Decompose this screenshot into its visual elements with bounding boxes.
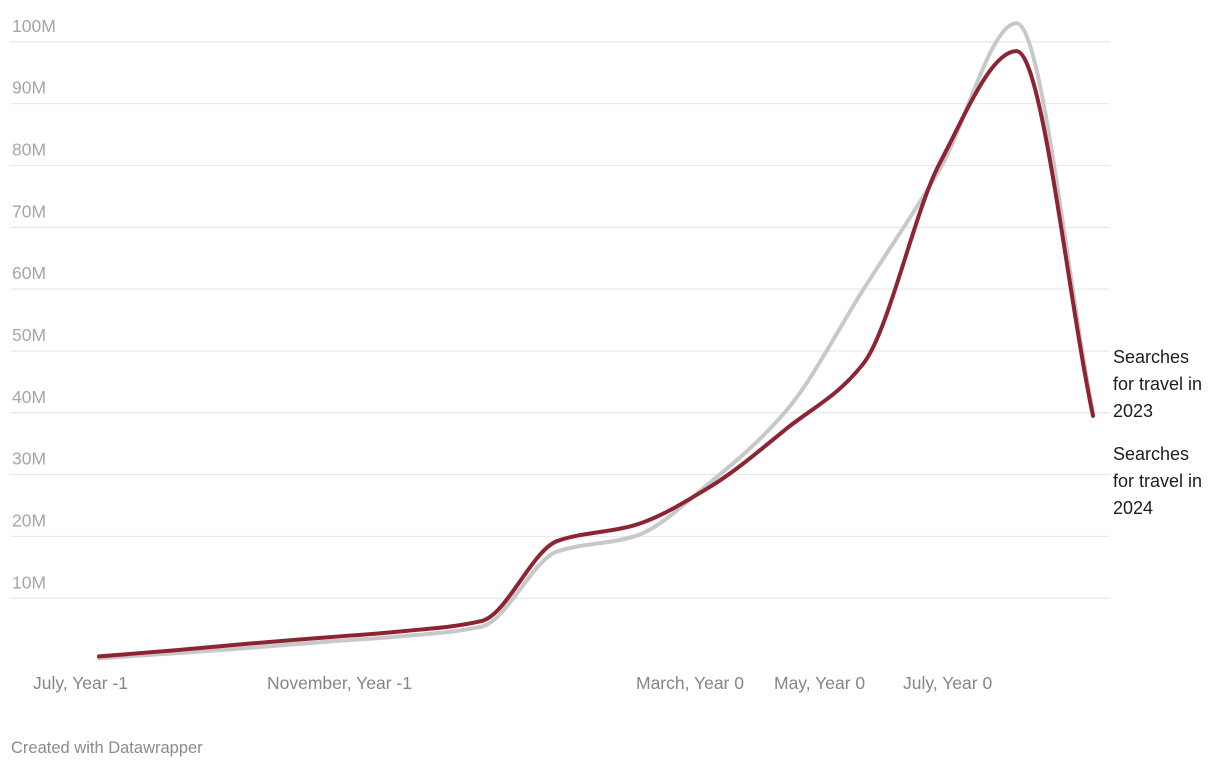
x-axis-tick-label: July, Year -1 — [33, 673, 128, 693]
y-axis-tick-label: 70M — [12, 201, 46, 221]
series-label-2023: Searches for travel in 2023 — [1113, 347, 1203, 421]
y-axis-tick-label: 100M — [12, 16, 56, 36]
y-axis-tick-label: 20M — [12, 510, 46, 530]
series-label-2024: Searches for travel in 2024 — [1113, 444, 1203, 518]
y-axis-tick-label: 40M — [12, 387, 46, 407]
y-axis-tick-label: 50M — [12, 325, 46, 345]
y-axis-tick-label: 80M — [12, 140, 46, 160]
x-axis-tick-label: July, Year 0 — [903, 673, 992, 693]
x-axis-tick-label: May, Year 0 — [774, 673, 865, 693]
y-axis-tick-label: 10M — [12, 572, 46, 592]
y-axis-tick-label: 90M — [12, 78, 46, 98]
y-axis-tick-label: 60M — [12, 263, 46, 283]
y-axis-tick-label: 30M — [12, 449, 46, 469]
x-axis-tick-label: November, Year -1 — [267, 673, 412, 693]
series-line-2023 — [97, 21, 1095, 661]
datawrapper-credit: Created with Datawrapper — [11, 739, 203, 757]
series-line-2024 — [97, 49, 1095, 659]
x-axis-tick-label: March, Year 0 — [636, 673, 744, 693]
